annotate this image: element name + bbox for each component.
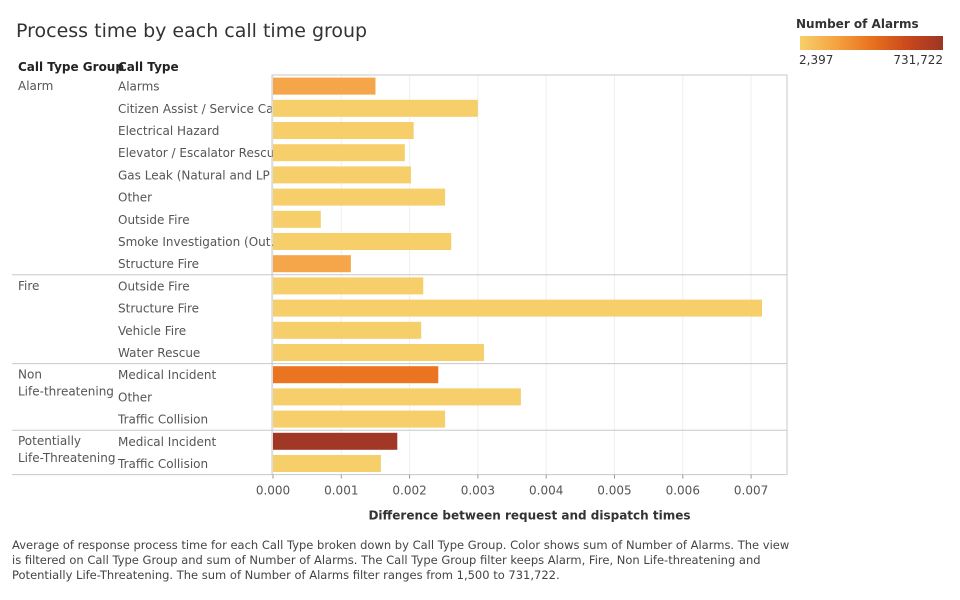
call-type-label: Traffic Collision: [117, 413, 208, 427]
call-type-label: Structure Fire: [118, 257, 199, 271]
legend-color-ramp: [800, 36, 943, 50]
bar: [273, 77, 376, 95]
call-type-label: Smoke Investigation (Out..: [118, 235, 278, 249]
call-type-label: Outside Fire: [118, 279, 190, 293]
x-tick-label: 0.007: [734, 484, 768, 498]
bar: [273, 410, 446, 428]
call-type-label: Other: [118, 390, 152, 404]
bar: [273, 299, 762, 317]
bar: [273, 344, 485, 361]
x-tick-label: 0.003: [461, 484, 495, 498]
group-label: Alarm: [18, 79, 53, 93]
call-type-label: Other: [118, 191, 152, 205]
call-type-label: Outside Fire: [118, 213, 190, 227]
x-tick-label: 0.001: [324, 484, 358, 498]
bar: [273, 432, 398, 450]
legend-max-label: 731,722: [893, 53, 943, 67]
bar: [273, 99, 478, 117]
bar: [273, 455, 381, 472]
call-type-label: Water Rescue: [118, 346, 200, 360]
call-type-label: Gas Leak (Natural and LP ..: [118, 168, 281, 182]
bar: [273, 166, 411, 184]
call-type-label: Vehicle Fire: [118, 324, 186, 338]
legend-min-label: 2,397: [799, 53, 834, 67]
call-type-label: Elevator / Escalator Rescue: [118, 146, 282, 160]
chart-caption: Average of response process time for eac…: [12, 538, 790, 582]
call-type-label: Alarms: [118, 80, 160, 94]
bar: [273, 388, 521, 406]
chart-title: Process time by each call time group: [16, 20, 368, 42]
x-axis-title: Difference between request and dispatch …: [368, 509, 690, 523]
call-type-label: Traffic Collision: [117, 457, 208, 471]
group-label: Non Life-threatening: [18, 368, 114, 399]
group-label: Potentially Life-Threatening: [18, 434, 115, 465]
call-type-label: Electrical Hazard: [118, 124, 219, 138]
call-type-label: Citizen Assist / Service Call: [118, 102, 280, 116]
bar: [273, 122, 414, 139]
bar: [273, 233, 452, 250]
x-tick-label: 0.006: [666, 484, 700, 498]
bar: [273, 188, 446, 206]
bar: [273, 277, 424, 295]
x-tick-label: 0.005: [597, 484, 631, 498]
x-tick-label: 0.000: [256, 484, 290, 498]
bar: [273, 210, 321, 228]
plot-frame: [271, 74, 788, 476]
bar: [273, 321, 422, 339]
bar: [273, 366, 439, 384]
group-label: Fire: [18, 279, 39, 293]
call-type-label: Structure Fire: [118, 302, 199, 316]
x-tick-label: 0.004: [529, 484, 563, 498]
x-tick-label: 0.002: [392, 484, 426, 498]
bar: [273, 144, 405, 162]
call-type-label: Medical Incident: [118, 368, 216, 382]
header-call-type-group: Call Type Group: [18, 60, 124, 74]
call-type-label: Medical Incident: [118, 435, 216, 449]
header-call-type: Call Type: [118, 60, 179, 74]
legend-title: Number of Alarms: [796, 17, 919, 31]
bar: [273, 255, 351, 273]
